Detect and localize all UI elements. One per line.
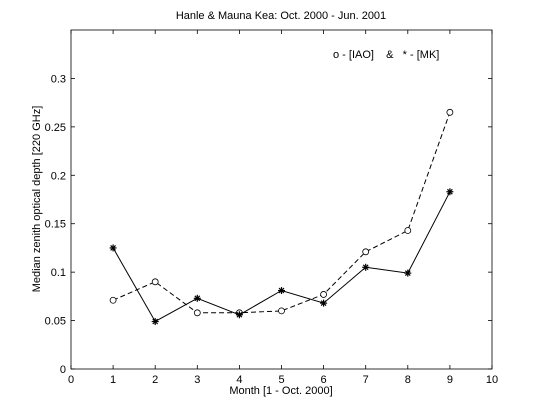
data-point-mk bbox=[320, 299, 328, 307]
data-point-iao bbox=[362, 248, 370, 256]
x-tick-label: 1 bbox=[110, 374, 116, 386]
data-point-mk bbox=[446, 188, 454, 196]
data-point-mk bbox=[404, 269, 412, 277]
data-point-mk bbox=[109, 244, 117, 252]
series-layer bbox=[109, 108, 454, 326]
x-tick-label: 5 bbox=[278, 374, 284, 386]
data-point-iao bbox=[404, 227, 412, 234]
plot-area bbox=[70, 29, 493, 370]
y-tick-label: 0 bbox=[60, 364, 66, 376]
x-tick-label: 8 bbox=[405, 374, 411, 386]
x-tick-label: 4 bbox=[236, 374, 242, 386]
data-point-iao bbox=[151, 278, 159, 286]
chart-title: Hanle & Mauna Kea: Oct. 2000 - Jun. 2001 bbox=[176, 10, 386, 22]
y-tick-label: 0.3 bbox=[51, 73, 66, 85]
x-tick-label: 6 bbox=[321, 374, 327, 386]
y-axis-ticks: 0 0.05 0.1 0.15 0.2 0.25 0.3 bbox=[45, 73, 492, 376]
y-tick-label: 0.05 bbox=[45, 316, 66, 328]
data-point-iao bbox=[193, 309, 201, 317]
x-tick-label: 0 bbox=[68, 374, 74, 386]
x-tick-label: 7 bbox=[363, 374, 369, 386]
data-point-mk bbox=[193, 294, 201, 302]
data-point-mk bbox=[151, 318, 159, 326]
x-tick-label: 9 bbox=[447, 374, 453, 386]
data-point-mk bbox=[278, 287, 285, 295]
x-tick-label: 3 bbox=[194, 374, 200, 386]
legend-text: o - [IAO] & * - [MK] bbox=[333, 49, 439, 61]
data-point-iao bbox=[109, 296, 117, 304]
data-point-iao bbox=[446, 108, 454, 116]
y-axis-title: Median zenith optical depth [220 GHz] bbox=[31, 106, 43, 293]
y-tick-label: 0.1 bbox=[51, 267, 66, 279]
data-point-mk bbox=[235, 311, 243, 319]
y-tick-label: 0.2 bbox=[51, 170, 66, 182]
data-point-iao bbox=[278, 307, 285, 315]
x-tick-label: 10 bbox=[486, 374, 498, 386]
data-point-mk bbox=[362, 263, 370, 271]
x-axis-title: Month [1 - Oct. 2000] bbox=[229, 385, 332, 397]
x-tick-label: 2 bbox=[152, 374, 158, 386]
y-tick-label: 0.15 bbox=[45, 219, 66, 231]
y-tick-label: 0.25 bbox=[45, 122, 66, 134]
data-point-iao bbox=[320, 291, 328, 298]
x-axis-ticks: 0 1 2 3 4 5 6 7 8 9 10 bbox=[68, 30, 498, 386]
